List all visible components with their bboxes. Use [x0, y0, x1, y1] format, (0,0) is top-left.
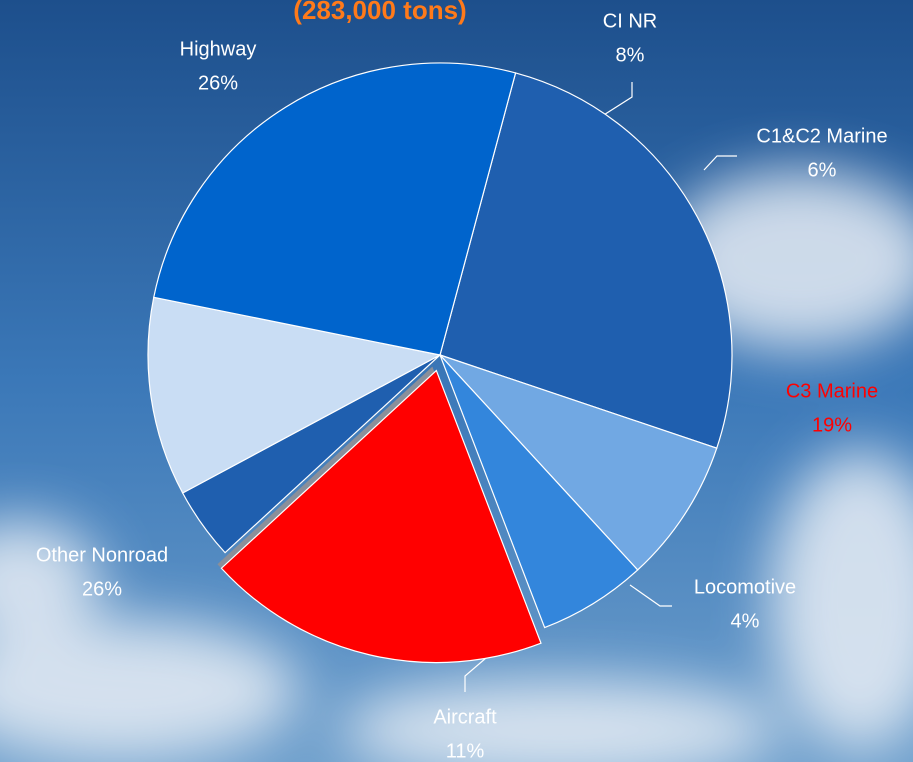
slice-value-label: 8% — [616, 44, 645, 66]
slice-label: Other Nonroad — [36, 544, 168, 566]
slice-value-label: 26% — [198, 72, 238, 94]
slice — [439, 354, 639, 629]
slice — [147, 296, 442, 494]
slice-label: Locomotive — [694, 576, 796, 598]
slice-value-label: 4% — [731, 610, 760, 632]
slice — [439, 72, 733, 449]
chart-subtitle: (283,000 tons) — [293, 0, 466, 25]
slice — [439, 354, 718, 571]
slice-label: Highway — [180, 38, 257, 60]
slice-value-label: 11% — [446, 740, 485, 762]
slice-label: C1&C2 Marine — [756, 125, 887, 147]
slice — [220, 369, 542, 664]
slice-label: C3 Marine — [786, 380, 878, 402]
slice-value-label: 26% — [82, 578, 122, 600]
slice-label: CI NR — [603, 10, 657, 32]
slice — [153, 62, 517, 356]
slice-label: Aircraft — [433, 706, 497, 728]
slice-value-label: 19% — [812, 414, 852, 436]
slice-value-label: 6% — [808, 159, 837, 181]
